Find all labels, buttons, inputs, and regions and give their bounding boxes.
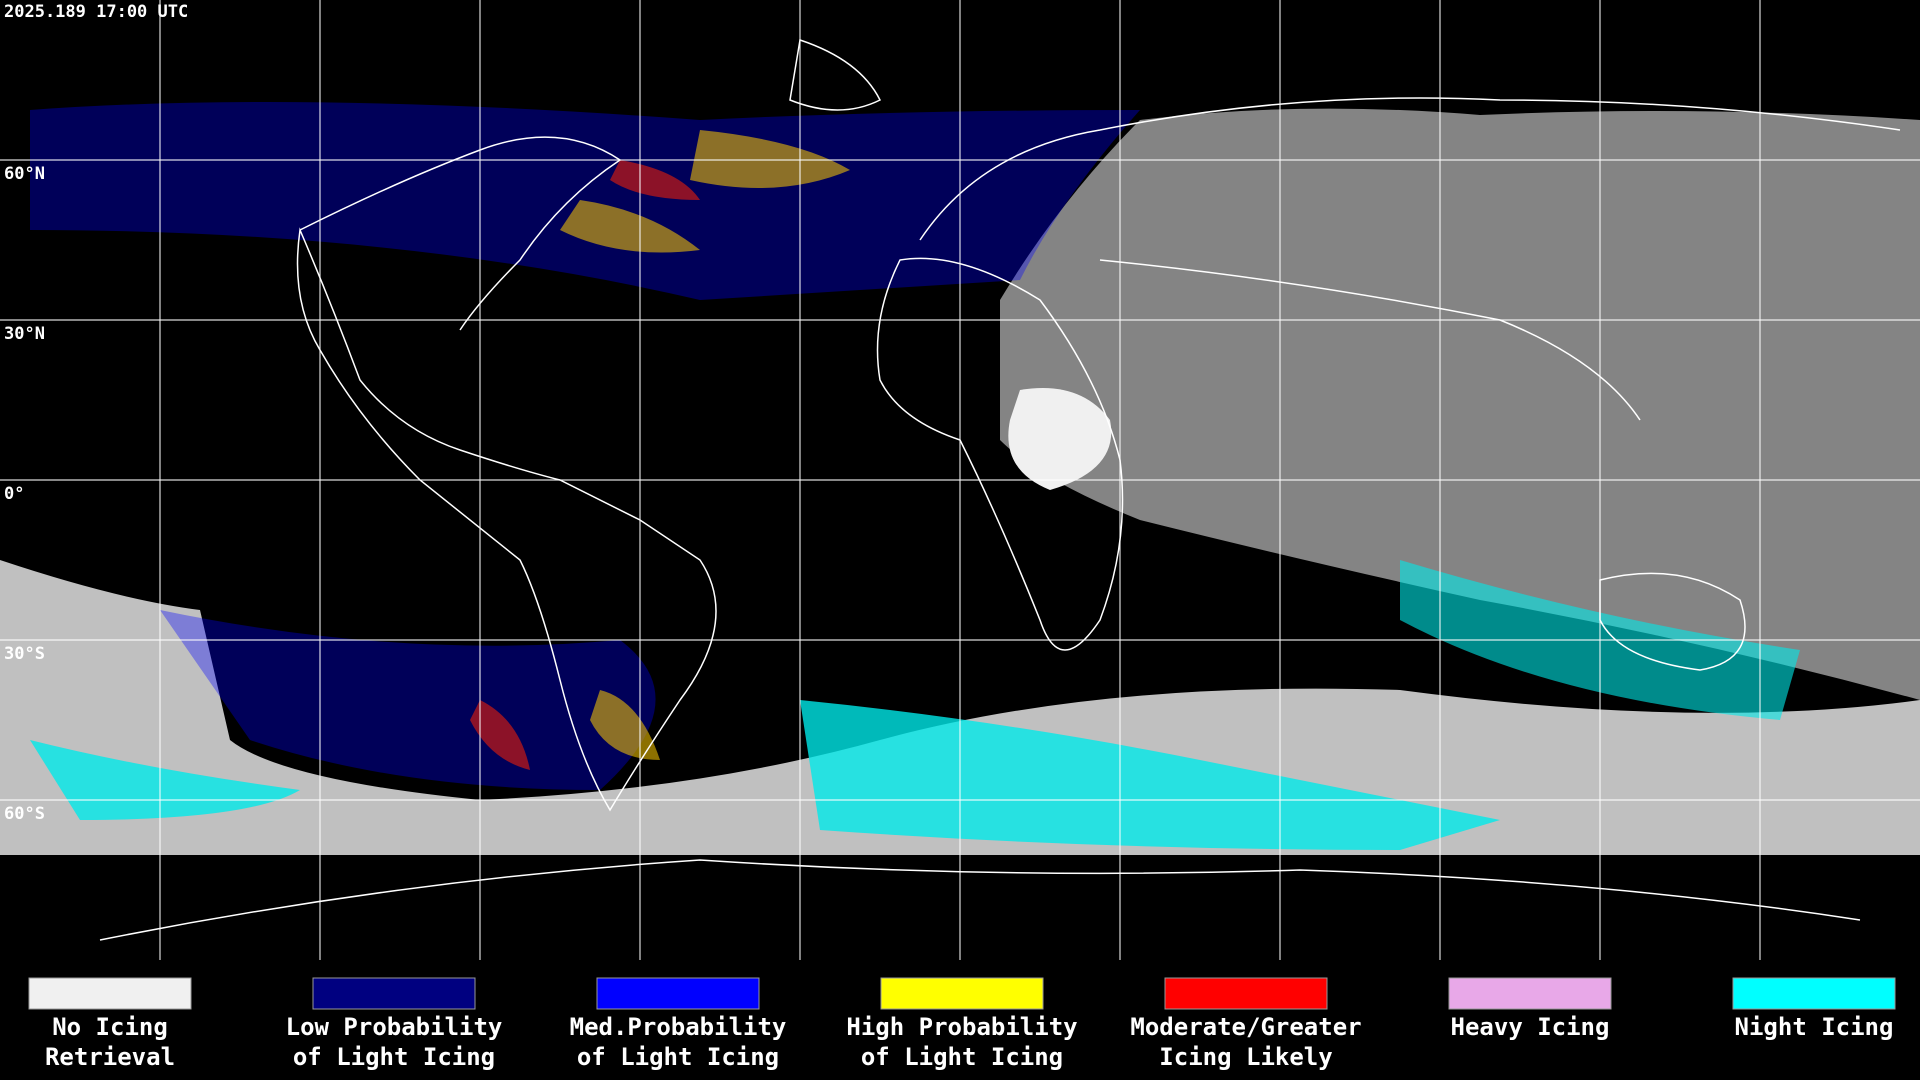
legend-label: of Light Icing (861, 1043, 1063, 1071)
timestamp: 2025.189 17:00 UTC (4, 2, 188, 22)
latitude-label: 60°S (4, 804, 45, 824)
legend-label: Moderate/Greater (1130, 1013, 1361, 1041)
latitude-label: 60°N (4, 164, 45, 184)
legend-label: Night Icing (1735, 1013, 1894, 1041)
legend-swatch (1164, 977, 1328, 1010)
legend-label: No Icing (52, 1013, 168, 1041)
legend-swatch (1732, 977, 1896, 1010)
legend-swatch (596, 977, 760, 1010)
legend-label: of Light Icing (577, 1043, 779, 1071)
graticule: 60°N 30°N 0° 30°S 60°S (0, 0, 1920, 960)
legend-swatch (312, 977, 476, 1010)
legend-swatch (1448, 977, 1612, 1010)
legend-label: High Probability (846, 1013, 1077, 1041)
legend-swatch (28, 977, 192, 1010)
legend-label: Retrieval (45, 1043, 175, 1071)
legend-swatch (880, 977, 1044, 1010)
latitude-label: 30°N (4, 324, 45, 344)
legend-label: Heavy Icing (1451, 1013, 1610, 1041)
latitude-label: 0° (4, 484, 24, 504)
legend-label: Med.Probability (570, 1013, 787, 1041)
latitude-label: 30°S (4, 644, 45, 664)
legend-label: of Light Icing (293, 1043, 495, 1071)
legend-label: Low Probability (286, 1013, 503, 1041)
legend-label: Icing Likely (1159, 1043, 1332, 1071)
